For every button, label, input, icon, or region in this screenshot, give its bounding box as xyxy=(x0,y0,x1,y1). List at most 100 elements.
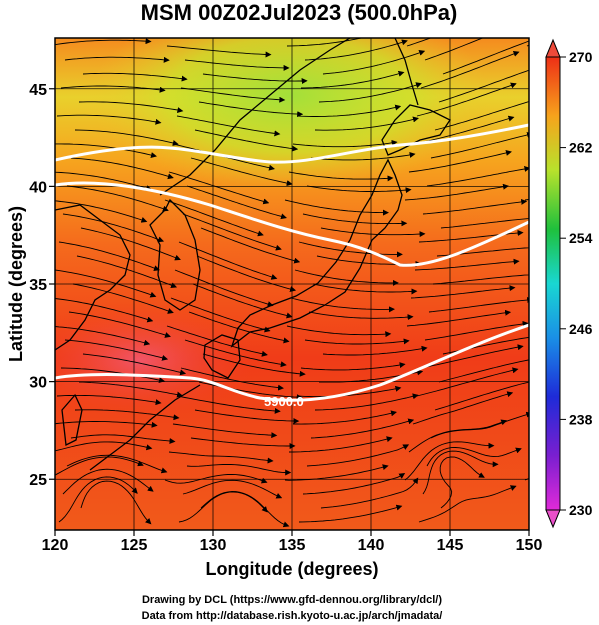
streamline xyxy=(80,480,152,525)
coastlines xyxy=(55,38,451,471)
credit-drawing: Drawing by DCL (https://www.gfd-dennou.o… xyxy=(142,594,442,606)
streamline xyxy=(74,129,179,146)
streamline xyxy=(202,73,308,85)
streamline xyxy=(410,285,516,299)
streamline xyxy=(55,200,148,223)
streamline xyxy=(80,227,181,261)
streamline xyxy=(60,85,166,93)
streamline xyxy=(322,49,426,75)
streamline xyxy=(420,344,524,369)
streamline xyxy=(186,464,292,476)
streamline xyxy=(180,367,284,391)
streamline xyxy=(180,87,286,103)
streamline xyxy=(55,38,152,46)
streamline xyxy=(424,320,529,341)
streamline xyxy=(440,218,529,229)
streamline xyxy=(404,183,509,201)
streamline xyxy=(288,171,394,182)
streamline xyxy=(55,298,154,323)
colorbar-tick-label: 238 xyxy=(569,411,593,427)
x-tick-label: 125 xyxy=(121,537,148,554)
streamline xyxy=(184,339,287,368)
y-tick-label: 40 xyxy=(29,179,47,196)
streamline xyxy=(555,398,599,410)
streamline xyxy=(296,385,402,398)
streamline xyxy=(190,157,293,187)
streamline xyxy=(310,418,415,439)
coastline-sakhalin xyxy=(394,38,419,106)
streamline xyxy=(294,269,399,286)
streamline xyxy=(76,255,178,289)
streamline xyxy=(557,256,599,268)
streamline xyxy=(414,258,520,271)
streamline xyxy=(190,437,296,450)
colorbar-tick-label: 262 xyxy=(569,140,593,156)
y-tick-label: 30 xyxy=(29,375,47,392)
streamline xyxy=(422,450,499,495)
streamline xyxy=(202,353,306,377)
streamline xyxy=(412,391,514,425)
streamline xyxy=(300,70,405,89)
y-axis-label: Latitude (degrees) xyxy=(6,206,26,362)
streamline xyxy=(82,353,187,376)
streamline xyxy=(56,394,162,406)
streamline xyxy=(176,115,281,137)
x-axis-label: Longitude (degrees) xyxy=(205,559,378,579)
streamline xyxy=(168,451,274,464)
y-tick-label: 25 xyxy=(29,472,47,489)
streamline xyxy=(178,491,268,523)
streamline xyxy=(198,101,304,118)
streamline xyxy=(408,150,512,173)
streamline xyxy=(422,198,528,215)
streamline xyxy=(318,82,422,103)
colorbar-tick-label: 270 xyxy=(569,49,593,65)
streamline xyxy=(406,38,432,47)
streamline xyxy=(286,38,364,47)
streamline xyxy=(302,473,406,495)
streamline xyxy=(186,185,287,220)
streamline xyxy=(62,468,154,495)
y-tick-label: 45 xyxy=(29,82,47,99)
streamline xyxy=(78,381,183,398)
streamline xyxy=(308,311,414,321)
streamline xyxy=(184,59,290,71)
streamline xyxy=(430,132,529,159)
y-axis: 25 30 35 40 45 Latitude (degrees) xyxy=(6,82,55,489)
streamline xyxy=(164,199,264,237)
streamline xyxy=(438,69,529,103)
colorbar-bottom-arrow xyxy=(545,509,561,529)
streamline xyxy=(434,381,529,411)
streamline xyxy=(196,255,297,292)
colorbar-top-arrow xyxy=(545,38,561,58)
streamline xyxy=(563,351,599,355)
streamline xyxy=(66,454,168,474)
streamline xyxy=(289,436,393,453)
streamline xyxy=(60,367,165,384)
streamline xyxy=(555,120,599,130)
streamline xyxy=(82,72,188,82)
streamline xyxy=(74,409,180,421)
coastline-taiwan xyxy=(61,393,83,446)
streamline xyxy=(55,326,151,346)
streamline xyxy=(55,441,153,452)
streamline xyxy=(194,409,300,424)
streamline xyxy=(178,241,278,280)
streamline xyxy=(200,491,290,528)
streamline xyxy=(322,345,428,356)
streamline xyxy=(182,213,282,251)
streamline xyxy=(290,297,395,313)
streamline xyxy=(55,456,144,476)
streamline xyxy=(176,395,281,414)
streamline xyxy=(559,375,599,382)
streamline xyxy=(424,38,484,61)
streamline xyxy=(64,56,170,63)
map-title: MSM 00Z02Jul2023 (500.0hPa) xyxy=(141,0,458,25)
height-contours xyxy=(55,123,529,402)
streamline xyxy=(302,213,408,227)
streamline xyxy=(320,477,419,509)
x-tick-label: 145 xyxy=(437,537,464,554)
streamline xyxy=(55,269,157,298)
streamline xyxy=(408,419,508,453)
colorbar-tick-label: 246 xyxy=(569,321,593,337)
